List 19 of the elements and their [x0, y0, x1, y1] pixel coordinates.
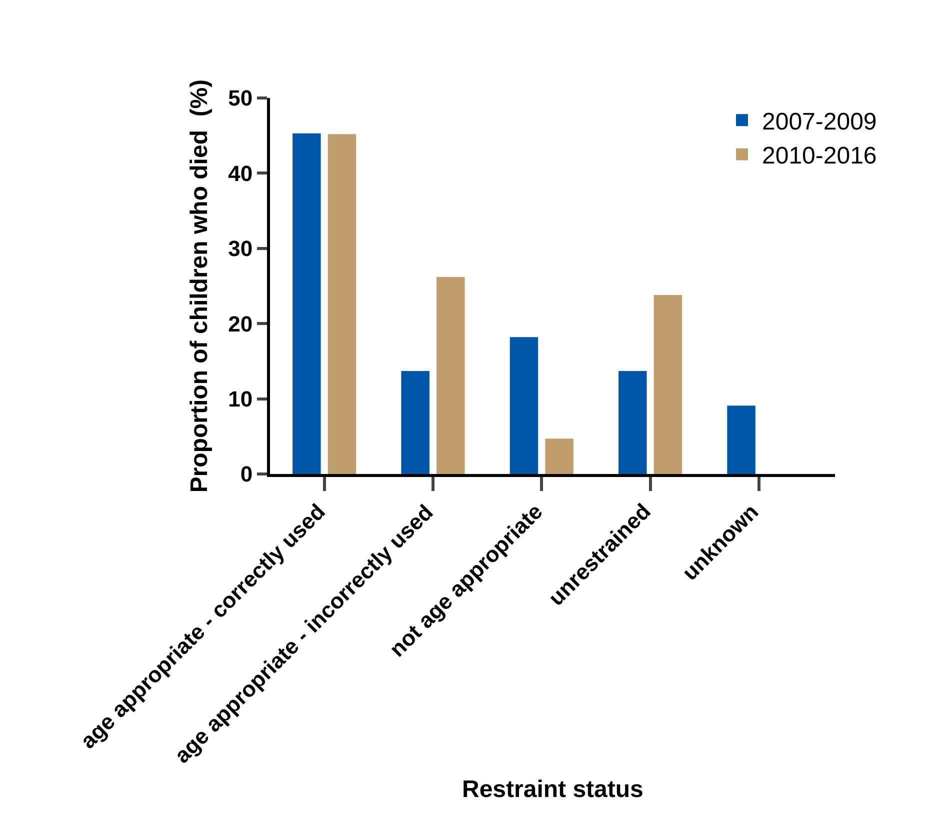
y-tick-label: 10	[228, 386, 253, 412]
bar	[510, 337, 538, 474]
bar	[401, 370, 430, 474]
y-tick-label: 40	[228, 160, 253, 186]
bar	[727, 406, 756, 474]
bar	[618, 370, 647, 474]
x-axis-title: Restraint status	[462, 776, 644, 803]
legend-label: 2007-2009	[762, 108, 877, 136]
y-tick-label: 50	[228, 86, 253, 111]
y-axis-title: Proportion of children who died (%)	[186, 79, 214, 493]
bar	[328, 134, 356, 474]
bar	[436, 276, 465, 474]
legend-label: 2010-2016	[762, 142, 877, 170]
y-tick-label: 30	[228, 236, 253, 262]
y-tick-label: 0	[240, 462, 253, 487]
bar	[654, 295, 682, 474]
y-tick-label: 20	[228, 311, 253, 336]
bar	[545, 438, 574, 474]
bar	[292, 133, 321, 474]
